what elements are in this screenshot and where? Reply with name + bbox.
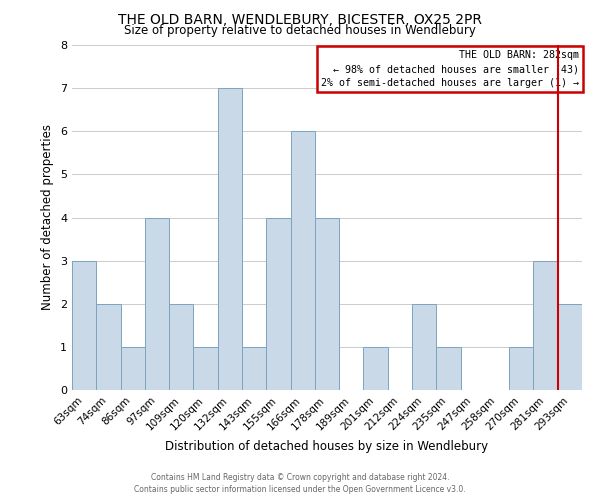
Bar <box>412 304 436 390</box>
Text: THE OLD BARN: 282sqm
← 98% of detached houses are smaller (43)
2% of semi-detach: THE OLD BARN: 282sqm ← 98% of detached h… <box>322 50 580 88</box>
Text: Contains HM Land Registry data © Crown copyright and database right 2024.
Contai: Contains HM Land Registry data © Crown c… <box>134 472 466 494</box>
Y-axis label: Number of detached properties: Number of detached properties <box>41 124 55 310</box>
Bar <box>242 347 266 390</box>
Bar <box>436 347 461 390</box>
Bar <box>533 260 558 390</box>
Bar <box>193 347 218 390</box>
Bar <box>290 131 315 390</box>
Bar <box>169 304 193 390</box>
Bar <box>96 304 121 390</box>
Bar <box>509 347 533 390</box>
Bar <box>218 88 242 390</box>
Bar <box>266 218 290 390</box>
Bar <box>72 260 96 390</box>
Text: Size of property relative to detached houses in Wendlebury: Size of property relative to detached ho… <box>124 24 476 37</box>
Bar <box>364 347 388 390</box>
Bar <box>315 218 339 390</box>
Bar <box>145 218 169 390</box>
Text: THE OLD BARN, WENDLEBURY, BICESTER, OX25 2PR: THE OLD BARN, WENDLEBURY, BICESTER, OX25… <box>118 12 482 26</box>
X-axis label: Distribution of detached houses by size in Wendlebury: Distribution of detached houses by size … <box>166 440 488 453</box>
Bar <box>558 304 582 390</box>
Bar <box>121 347 145 390</box>
